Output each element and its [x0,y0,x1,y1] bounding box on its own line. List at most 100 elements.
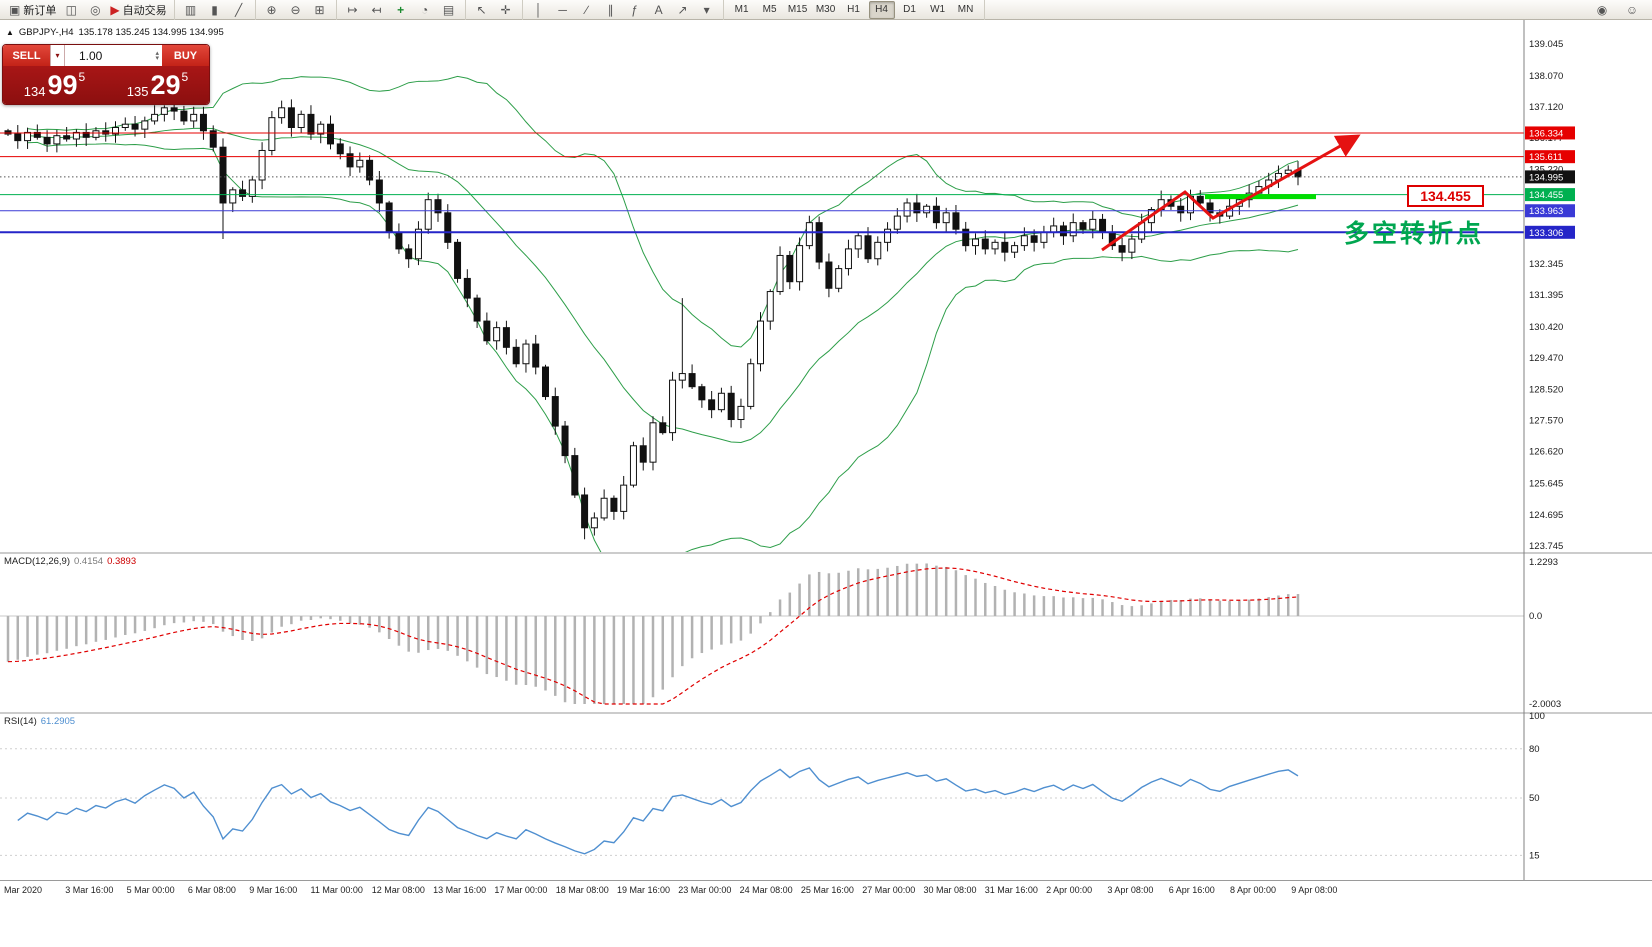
time-label: 24 Mar 08:00 [739,885,793,895]
volume-input[interactable]: 1.00 ▴ ▾ [65,45,162,66]
rsi-line [17,767,1299,855]
toolbar-group: │ ─ ∕ ∥ ƒ A ↗ ▾ [523,0,724,20]
spin-down-icon: ▾ [155,54,159,62]
chart-shift-icon[interactable]: ↤ [371,2,382,17]
timeframe-d1[interactable]: D1 [903,4,916,15]
toolbar-group: ▣ 新订单 ◫ ◎ ▶ 自动交易 [2,0,175,20]
time-label: 3 Apr 08:00 [1107,885,1154,895]
rsi-axis-label: 15 [1529,850,1540,861]
time-label: 25 Mar 16:00 [800,885,854,895]
sell-button[interactable]: SELL [3,45,50,66]
horizontal-line-icon[interactable]: ─ [558,2,567,17]
candlestick-chart-icon[interactable]: ▮ [211,2,218,17]
time-label: 19 Mar 16:00 [617,885,671,895]
timeframe-m15[interactable]: M15 [787,4,808,15]
zoom-out-icon[interactable]: ⊖ [290,2,301,17]
new-order-icon[interactable]: ▣ 新订单 [9,2,57,17]
buy-price-sup: 5 [181,70,189,84]
ohlc-values: 135.178 135.245 134.995 134.995 [78,27,224,38]
one-click-trading-panel: SELL ▾ 1.00 ▴ ▾ BUY 134 99 5 135 29 5 [2,44,210,105]
time-label: 3 Mar 16:00 [65,885,114,895]
rsi-name: RSI(14) [4,716,37,727]
period-icon[interactable]: ◔ [420,2,429,17]
auto-scroll-icon[interactable]: ↦ [347,2,358,17]
time-label: 31 Mar 16:00 [984,885,1038,895]
timeframe-h1[interactable]: H1 [847,4,860,15]
chart-window-icon[interactable]: ◫ [65,2,78,17]
timeframe-m5[interactable]: M5 [762,4,777,15]
price-axis-label: 138.070 [1529,71,1563,82]
time-label: Mar 2020 [4,885,43,895]
macd-main-value: 0.4154 [74,556,104,567]
profile-icon[interactable]: ◎ [90,2,101,17]
timeframe-mn[interactable]: MN [957,4,974,15]
text-icon[interactable]: A [654,2,663,17]
tile-windows-icon[interactable]: ⊞ [314,2,325,17]
line-chart-icon[interactable]: ╱ [234,2,243,17]
fibonacci-icon[interactable]: ƒ [631,2,638,17]
price-axis-tag: 133.963 [1529,206,1563,217]
price-axis-label: 131.395 [1529,290,1563,301]
chart-annotations: 134.455 多空转折点 [1101,134,1484,252]
new-chart-icon[interactable]: + [397,2,405,17]
autotrading-icon[interactable]: ▶ 自动交易 [110,2,167,17]
time-label: 27 Mar 00:00 [862,885,916,895]
buy-price-big: 29 [150,70,181,100]
price-callout-box [1407,185,1484,207]
rsi-panel[interactable]: 100 80 50 15 [0,712,1652,883]
toolbar-group: ↖ ✛ [466,0,523,20]
price-axis-label: 139.045 [1529,39,1563,50]
macd-signal-value: 0.3893 [107,556,137,567]
price-axis-tag: 135.611 [1529,152,1563,163]
toolbar-group: ▥ ▮ ╱ [175,0,256,20]
horizontal-lines [0,132,1524,234]
sell-price-sup: 5 [78,70,86,84]
macd-axis-label: -2.0003 [1529,699,1561,710]
macd-panel[interactable]: 1.2293 0.0 -2.0003 [0,552,1652,712]
cursor-icon[interactable]: ↖ [476,2,487,17]
timeframe-w1[interactable]: W1 [930,4,946,15]
toolbar: ▣ 新订单 ◫ ◎ ▶ 自动交易 ▥ ▮ ╱ ⊕ ⊖ ⊞ ↦ ↤ + ◔ ▤ ↖ ✛ │ ─ ∕ ∥ ƒ A ↗ ▾ M1 M5 M15 M… [0,0,1652,20]
indicators-icon[interactable]: ▤ [442,2,455,17]
macd-axis-label: 0.0 [1529,611,1542,622]
time-label: 2 Apr 00:00 [1046,885,1093,895]
timeframe-m30[interactable]: M30 [815,4,836,15]
toolbar-group: ↦ ↤ + ◔ ▤ [337,0,466,20]
price-axis-tag: 133.306 [1529,228,1563,239]
alerts-icon[interactable]: ◉ [1596,2,1608,17]
price-axis-tag: 134.995 [1529,172,1563,183]
vertical-line-icon[interactable]: │ [534,2,543,17]
price-axis-label: 130.420 [1529,322,1563,333]
trade-controls-row: SELL ▾ 1.00 ▴ ▾ BUY [3,45,209,66]
zoom-in-icon[interactable]: ⊕ [266,2,277,17]
community-icon[interactable]: ☺ [1625,2,1639,17]
macd-histogram [6,563,1300,704]
arrow-tool-icon[interactable]: ↗ [677,2,688,17]
price-axis-label: 124.695 [1529,510,1563,521]
bar-chart-icon[interactable]: ▥ [184,2,197,17]
price-axis: 139.045138.070137.120136.177135.220132.3… [1523,20,1575,552]
trendline-icon[interactable]: ∕ [585,2,588,17]
channel-icon[interactable]: ∥ [607,2,614,17]
timeframe-h4[interactable]: H4 [868,0,895,19]
price-axis-label: 132.345 [1529,259,1563,270]
time-label: 13 Mar 16:00 [433,885,487,895]
buy-price[interactable]: 135 29 5 [106,66,209,104]
main-chart[interactable]: 134.455多空转折点139.045138.070137.120136.177… [0,20,1652,552]
price-axis-label: 126.620 [1529,447,1563,458]
rsi-value: 61.2905 [40,716,76,727]
price-axis-label: 128.520 [1529,384,1563,395]
sell-price[interactable]: 134 99 5 [3,66,106,104]
time-label: 23 Mar 00:00 [678,885,732,895]
buy-button[interactable]: BUY [162,45,209,66]
volume-dropdown-icon[interactable]: ▾ [50,45,65,66]
shapes-icon[interactable]: ▾ [703,2,710,17]
timeframe-m1[interactable]: M1 [734,4,749,15]
time-label: 12 Mar 08:00 [371,885,425,895]
cn-annotation-text: 多空转折点 [1344,219,1484,248]
crosshair-icon[interactable]: ✛ [500,2,511,17]
time-label: 9 Apr 08:00 [1291,885,1338,895]
time-label: 5 Mar 00:00 [126,885,175,895]
volume-spinner[interactable]: ▴ ▾ [155,50,162,62]
time-label: 6 Apr 16:00 [1168,885,1215,895]
